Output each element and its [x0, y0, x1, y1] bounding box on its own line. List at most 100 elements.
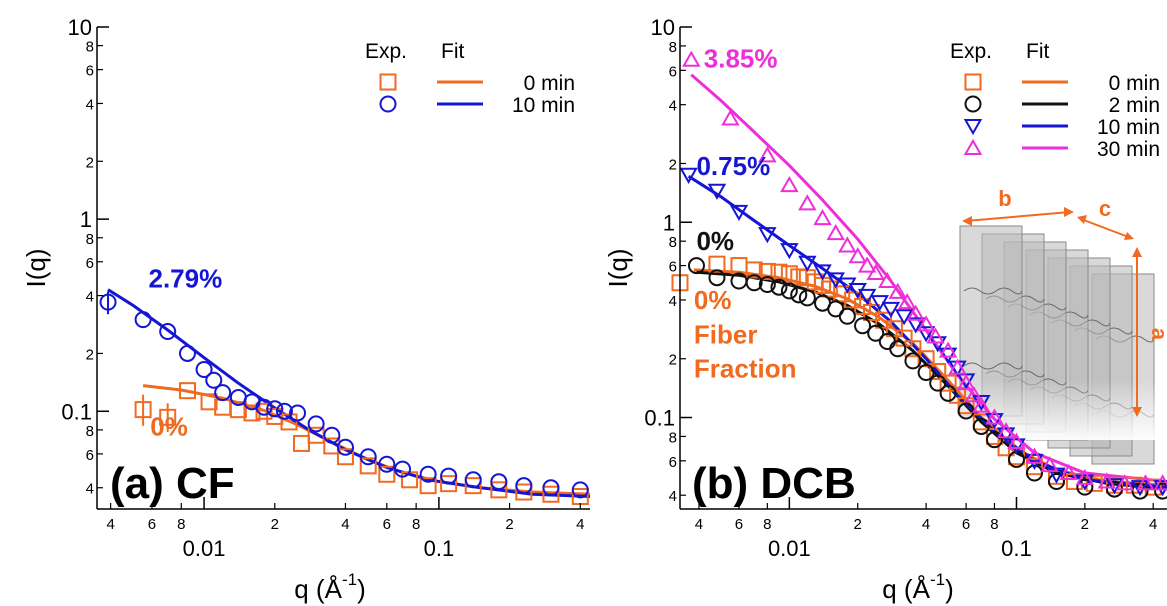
x-axis-label-close: ) — [945, 574, 954, 604]
data-point — [758, 227, 777, 244]
y-minor-label: 2 — [669, 156, 677, 173]
data-point — [916, 315, 936, 332]
data-point — [195, 360, 213, 378]
data-point — [1131, 482, 1149, 500]
data-point — [200, 393, 218, 411]
data-point — [938, 347, 958, 364]
y-minor-label: 8 — [86, 231, 94, 248]
data-point — [948, 358, 967, 375]
data-point — [542, 479, 560, 497]
arrowhead — [1077, 215, 1087, 224]
legend-label: 10 min — [1097, 116, 1160, 139]
arrowhead — [1132, 407, 1142, 417]
y-tick-label: 0.1 — [61, 399, 92, 424]
data-point — [780, 175, 799, 193]
data-point — [758, 275, 776, 293]
data-point — [881, 301, 901, 319]
data-point — [464, 471, 482, 489]
data-point — [1153, 480, 1167, 497]
data-point — [1025, 447, 1044, 464]
data-point — [972, 395, 991, 412]
x-axis-label-exponent: -1 — [342, 570, 357, 589]
y-axis-label: I(q) — [603, 249, 633, 288]
x-minor-label: 4 — [341, 516, 349, 533]
series-magenta — [682, 50, 1167, 491]
data-point — [813, 208, 832, 226]
data-point — [205, 371, 223, 389]
data-point — [854, 317, 872, 335]
data-point — [490, 481, 508, 499]
y-minor-label: 4 — [669, 98, 677, 115]
data-point — [419, 477, 437, 495]
y-tick-label: 1 — [80, 207, 92, 232]
x-axis-label: q (Å-1) — [882, 570, 953, 604]
data-point — [957, 397, 975, 415]
x-tick-label: 0.01 — [183, 536, 226, 561]
data-point — [323, 437, 341, 455]
data-point — [289, 404, 307, 422]
panel-label: (a) CF — [110, 459, 235, 508]
data-point — [906, 304, 925, 321]
data-point — [307, 415, 325, 433]
y-minor-label: 8 — [86, 39, 94, 56]
annotation-label: 0% — [150, 411, 188, 441]
data-point — [280, 413, 298, 431]
data-point — [1040, 456, 1059, 473]
data-point — [394, 460, 412, 478]
x-minor-label: 6 — [383, 516, 391, 533]
annotation-label: 0.75% — [696, 151, 770, 181]
data-point — [985, 431, 1003, 449]
x-minor-label: 6 — [962, 516, 970, 533]
y-minor-label: 2 — [669, 352, 677, 369]
annotation-label: Fiber — [694, 319, 758, 349]
data-point — [1125, 476, 1143, 494]
inset-label-a: a — [1147, 328, 1167, 341]
x-minor-label: 2 — [505, 516, 513, 533]
data-point — [854, 298, 872, 316]
data-point — [820, 280, 838, 298]
data-point — [178, 344, 196, 362]
y-minor-label: 8 — [86, 423, 94, 440]
data-point — [838, 307, 856, 325]
data-point — [1025, 464, 1043, 482]
legend-marker — [964, 95, 982, 113]
legend-label: 0 min — [524, 72, 575, 95]
data-point — [707, 183, 727, 200]
data-point — [838, 236, 857, 253]
data-point — [758, 146, 777, 163]
data-point — [1059, 463, 1079, 480]
data-point — [857, 256, 877, 273]
data-point — [833, 285, 851, 303]
series-blue — [679, 167, 1167, 497]
data-point — [972, 396, 991, 413]
data-point — [758, 262, 776, 280]
x-axis-label-text: q (Å — [294, 574, 342, 604]
legend-marker — [963, 119, 983, 136]
x-axis-label-text: q (Å — [882, 574, 930, 604]
data-point — [1075, 468, 1095, 486]
legend-marker — [379, 95, 397, 113]
y-minor-label: 8 — [669, 429, 677, 446]
data-point — [378, 455, 396, 473]
data-point — [929, 363, 947, 381]
data-point — [790, 286, 808, 304]
y-tick-label: 0.1 — [644, 406, 675, 431]
data-point — [687, 257, 705, 275]
data-point — [798, 255, 817, 272]
data-point — [1115, 474, 1135, 491]
data-point — [1105, 478, 1124, 495]
data-point — [770, 278, 788, 296]
data-point — [929, 374, 947, 392]
data-point — [419, 465, 437, 483]
data-point — [888, 282, 907, 299]
data-point — [214, 384, 232, 402]
data-point — [867, 324, 885, 342]
data-point — [939, 374, 957, 392]
data-point — [826, 272, 845, 289]
legend-header-exp: Exp. — [365, 40, 407, 63]
fit-line-black — [696, 270, 1167, 491]
data-point — [1047, 473, 1065, 491]
data-point — [255, 398, 273, 416]
